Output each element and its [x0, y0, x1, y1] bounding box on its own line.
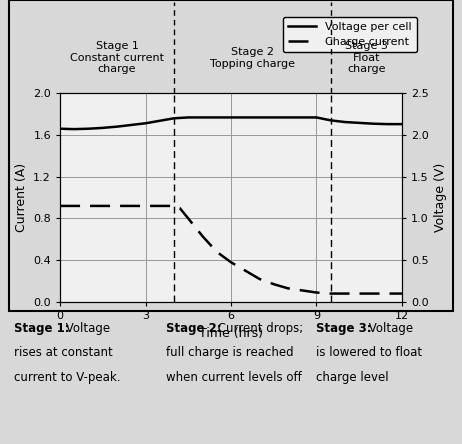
Text: rises at constant: rises at constant [14, 346, 113, 359]
Text: Voltage: Voltage [62, 322, 110, 335]
X-axis label: Time (hrs): Time (hrs) [199, 326, 263, 340]
Text: Current drops;: Current drops; [214, 322, 304, 335]
Text: Stage 3
Float
charge: Stage 3 Float charge [345, 41, 388, 74]
Text: Stage 2:: Stage 2: [166, 322, 222, 335]
Text: Voltage: Voltage [365, 322, 413, 335]
Text: Stage 1
Constant current
charge: Stage 1 Constant current charge [70, 41, 164, 74]
Text: Stage 3:: Stage 3: [316, 322, 372, 335]
Text: Stage 2
Topping charge: Stage 2 Topping charge [210, 47, 295, 68]
Text: Stage 1:: Stage 1: [14, 322, 69, 335]
Text: full charge is reached: full charge is reached [166, 346, 294, 359]
Text: current to V-peak.: current to V-peak. [14, 371, 121, 384]
Text: when current levels off: when current levels off [166, 371, 302, 384]
Legend: Voltage per cell, Charge current: Voltage per cell, Charge current [283, 17, 417, 52]
Text: charge level: charge level [316, 371, 389, 384]
Text: is lowered to float: is lowered to float [316, 346, 423, 359]
Y-axis label: Current (A): Current (A) [15, 163, 28, 232]
Y-axis label: Voltage (V): Voltage (V) [434, 163, 447, 232]
